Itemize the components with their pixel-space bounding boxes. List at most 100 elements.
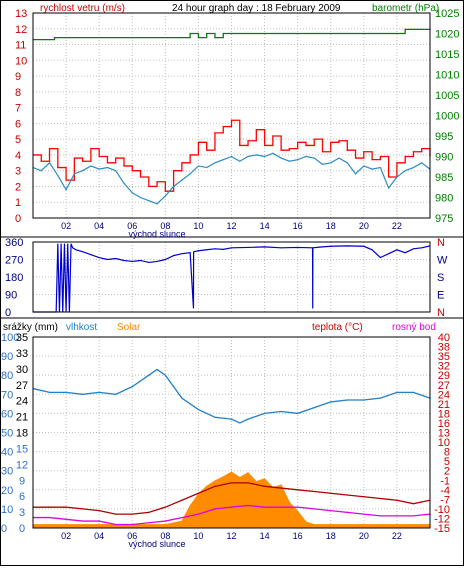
wind-direction-point <box>396 249 398 251</box>
wind-direction-point <box>264 246 266 248</box>
wind-point <box>388 187 390 189</box>
p3-temp-tick-label: -1 <box>440 475 450 487</box>
wind-point <box>115 170 117 172</box>
wind-point <box>197 165 200 167</box>
wind-point <box>371 168 373 170</box>
wind-direction-point <box>247 246 249 248</box>
p3-humidity-tick-label: 70 <box>1 389 13 401</box>
wind-point <box>139 196 142 199</box>
humidity-point <box>115 393 117 395</box>
wind-point <box>156 203 158 205</box>
p3-x-tick-label: 12 <box>226 531 236 541</box>
p3-temp-tick-label: 32 <box>438 361 450 373</box>
p3-x-tick-label: 22 <box>392 531 402 541</box>
p1-x-tick-label: 18 <box>326 221 336 231</box>
p1-right-tick-label: 1010 <box>435 70 459 82</box>
gust-point <box>239 144 241 147</box>
wind-direction-point <box>115 258 117 260</box>
p1-x-tick-label: 10 <box>193 221 203 231</box>
p3-temp-tick-label: 18 <box>438 408 450 420</box>
gust-point <box>272 135 274 137</box>
wind-point <box>82 170 84 172</box>
wind-point <box>181 179 183 181</box>
wind-point <box>305 155 307 158</box>
wind-point <box>90 165 92 167</box>
wind-point <box>164 195 166 197</box>
p3-temp-tick-label: -10 <box>434 504 450 516</box>
p3-sunrise-label: východ slunce <box>129 539 186 549</box>
wind-direction-point <box>346 245 348 247</box>
wind-point <box>280 157 282 159</box>
wind-direction-point <box>330 245 332 247</box>
solar-point <box>305 521 307 523</box>
p2-left-tick-label: 90 <box>5 290 17 302</box>
solar-point <box>230 471 233 473</box>
solar-point <box>346 524 348 526</box>
wind-point <box>98 168 100 170</box>
temperature-point <box>313 490 315 493</box>
p3-temp-tick-label: 35 <box>438 351 450 363</box>
solar-point <box>412 524 415 526</box>
p2-left-tick-label: 360 <box>5 237 23 249</box>
solar-point <box>239 476 241 479</box>
solar-point <box>214 480 216 482</box>
wind-direction-point <box>131 260 133 262</box>
humidity-point <box>173 386 175 388</box>
gust-point <box>131 170 133 172</box>
gust-point <box>255 129 257 131</box>
wind-direction-point <box>90 254 92 256</box>
humidity-point <box>330 401 332 403</box>
wind-point <box>48 162 51 164</box>
p1-x-tick-label: 16 <box>293 221 303 231</box>
p1-right-tick-label: 1005 <box>435 90 459 102</box>
p3-temp-tick-label: 40 <box>438 332 450 344</box>
solar-point <box>181 520 183 522</box>
pressure-point <box>263 32 266 35</box>
wind-direction-point <box>123 259 125 261</box>
wind-point <box>396 176 398 178</box>
temperature-point <box>363 496 365 498</box>
p3-x-tick-label: 10 <box>193 531 203 541</box>
temperature-point <box>247 482 249 484</box>
chart-title: 24 hour graph day : 18 February 2009 <box>172 3 341 14</box>
p3-temp-tick-label: -12 <box>434 513 450 525</box>
p2-plot-frame <box>32 241 431 313</box>
gust-point <box>106 162 109 164</box>
wind-direction-point <box>297 246 299 248</box>
wind-direction-point <box>231 247 232 249</box>
p1-left-tick-label: 2 <box>15 181 21 193</box>
gust-point <box>388 176 390 178</box>
pressure-point <box>197 37 200 39</box>
gust-point <box>421 148 423 150</box>
p3-precip-tick-label: 12 <box>16 459 28 471</box>
p3-temp-tick-label: 16 <box>438 418 450 430</box>
p3-temp-tick-label: 27 <box>438 380 450 392</box>
p3-x-tick-label: 04 <box>94 531 104 541</box>
wind-direction-point <box>371 249 373 251</box>
wind-direction-point <box>206 249 208 251</box>
p3-humidity-tick-label: 50 <box>1 428 13 440</box>
wind-direction-point <box>57 243 59 245</box>
gust-point <box>115 157 117 159</box>
dew-point-point <box>247 504 249 507</box>
solar-point <box>206 485 208 487</box>
gust-point <box>280 149 282 151</box>
gust-point <box>230 119 233 121</box>
wind-direction-point <box>63 243 65 245</box>
wind-direction-point <box>197 250 199 252</box>
p3-x-tick-label: 08 <box>160 531 170 541</box>
gust-point <box>148 185 150 188</box>
humidity-point <box>48 391 51 393</box>
wind-direction-point <box>404 252 406 254</box>
solar-point <box>222 476 224 478</box>
p1-x-tick-label: 06 <box>127 221 137 231</box>
p3-temp-tick-label: 8 <box>444 447 450 459</box>
wind-direction-point <box>189 252 191 254</box>
temperature-point <box>230 482 233 484</box>
humidity-point <box>396 391 398 393</box>
solar-point <box>379 524 381 526</box>
temperature-point <box>48 506 51 508</box>
pressure-point <box>396 32 398 35</box>
p3-precip-tick-label: 6 <box>19 491 25 503</box>
